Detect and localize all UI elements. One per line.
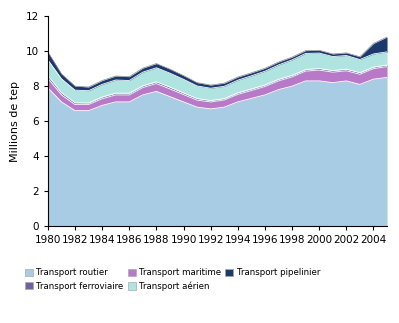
Legend: Transport routier, Transport ferroviaire, Transport maritime, Transport aérien, : Transport routier, Transport ferroviaire… [25, 268, 320, 291]
Y-axis label: Millions de tep: Millions de tep [10, 81, 20, 162]
